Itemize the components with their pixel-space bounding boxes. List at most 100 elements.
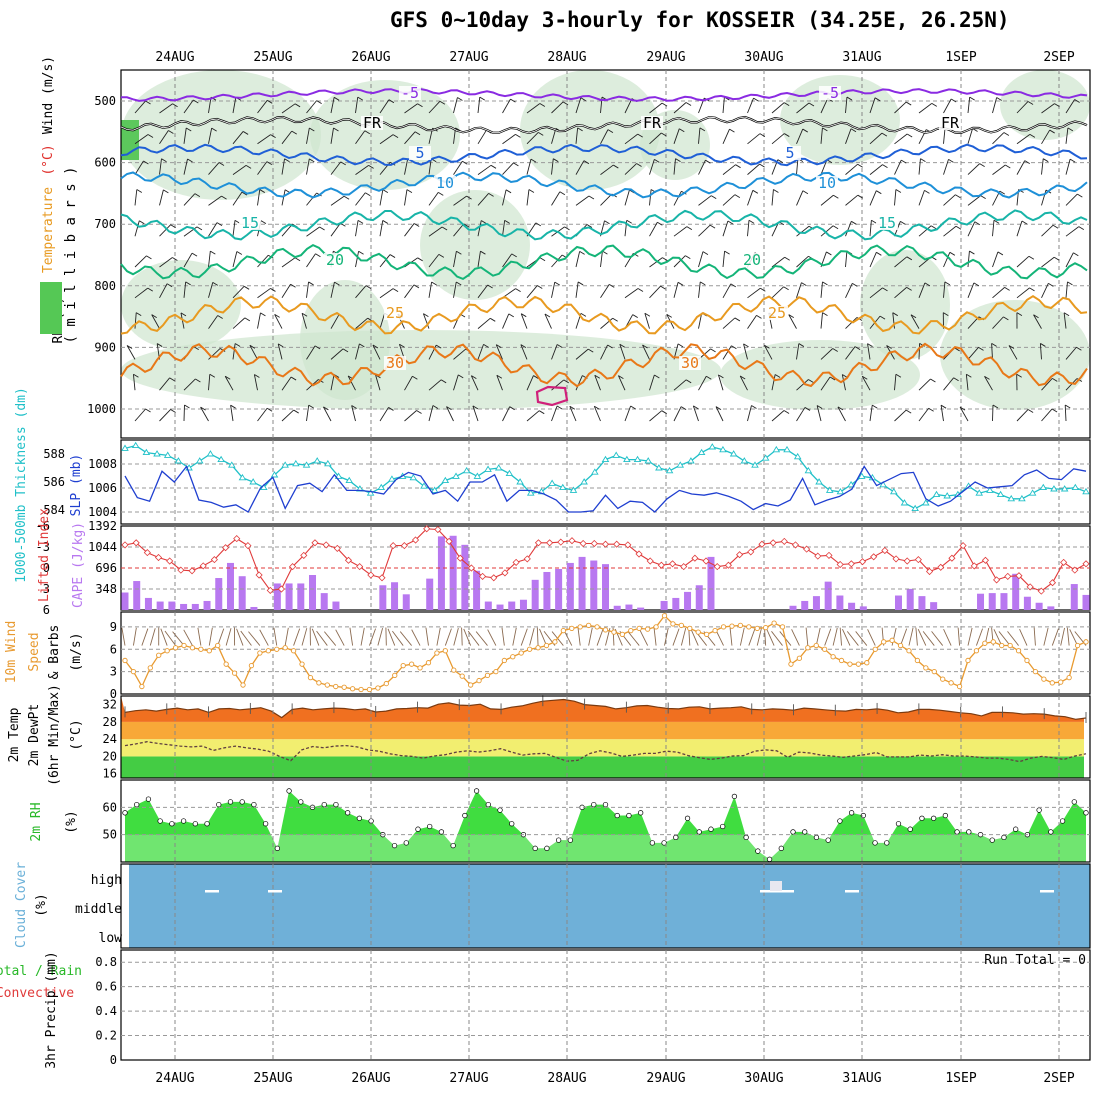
wind-barb-flag [801, 283, 806, 286]
wind10-barb [1067, 628, 1069, 646]
thickness-marker [496, 465, 502, 470]
slp-tick-label: 1006 [88, 481, 117, 495]
rh2m-marker [345, 811, 350, 816]
temp-tick-label: 20 [103, 749, 117, 763]
wind-barb [748, 288, 761, 298]
rh2m-marker [392, 843, 397, 848]
rh2m-marker [334, 802, 339, 807]
wind-barb [405, 223, 415, 236]
wind-barb-flag [784, 410, 789, 413]
rh2m-tick-label: 60 [103, 800, 117, 814]
ylabel-precip-total: Total / Rain [0, 964, 82, 979]
thickness-marker [891, 489, 897, 494]
wind-barb [895, 189, 896, 205]
wind-barb-flag [295, 258, 300, 261]
wind-barb [919, 343, 920, 359]
contour-label: 15 [241, 214, 259, 232]
wind-barb-flag [438, 192, 443, 195]
ylabel-precip-conv: Convective [0, 986, 74, 1001]
precip-tick-label: 0.4 [95, 1004, 117, 1018]
rh2m-marker [591, 802, 596, 807]
wind-barb-flag [969, 251, 974, 254]
wind-barb [1042, 257, 1055, 267]
wind10-barb [513, 628, 516, 646]
cape-bar [684, 592, 691, 610]
wind-barb-flag [749, 220, 754, 223]
wind10-barb [454, 628, 459, 645]
wind-barb [650, 258, 663, 267]
wind10-barb [589, 628, 593, 646]
rh2m-marker [216, 802, 221, 807]
lifted-index-marker [670, 561, 676, 567]
wind-barb-flag [700, 282, 705, 285]
lifted-index-marker [614, 541, 620, 547]
wind-barb-flag [735, 195, 740, 198]
rh2m-marker [1072, 800, 1077, 805]
wind10-barb [1052, 629, 1058, 646]
wind-barb [1065, 405, 1066, 421]
wind-barb-flag [192, 253, 197, 256]
cape-bar [157, 602, 164, 610]
wind10-speed-marker [595, 625, 599, 629]
wind-barb-flag [882, 165, 887, 168]
temp-band [121, 756, 1084, 778]
date-label-bottom: 1SEP [945, 1071, 976, 1086]
wind-barb-flag [876, 252, 881, 255]
wind-barb [1066, 194, 1077, 205]
lifted-index-marker [647, 558, 653, 564]
wind-barb-flag [871, 220, 876, 223]
wind-barb-flag [163, 190, 168, 193]
ylabel-wind10-unit: (m/s) [69, 632, 84, 671]
wind10-barb [1044, 628, 1048, 646]
cape-bar [672, 598, 679, 610]
lifted-index-marker [189, 568, 195, 574]
wind-barb [135, 409, 146, 421]
rh2m-marker [158, 819, 163, 824]
wind10-speed-marker [662, 614, 666, 618]
wind-barb [429, 192, 438, 205]
wind-barb [846, 251, 847, 267]
contour-label: 10 [818, 174, 836, 192]
wind10-barb [842, 629, 850, 645]
wind-barb [674, 227, 687, 237]
wind10-speed-marker [1033, 669, 1037, 673]
rh2m-marker [322, 802, 327, 807]
wind-barb-flag [515, 134, 520, 137]
wind-barb-flag [785, 257, 790, 260]
wind10-speed-marker [1059, 680, 1063, 684]
wind-barb-flag [932, 103, 937, 106]
wind10-barb [640, 629, 648, 645]
panel-frame-precip [121, 950, 1090, 1060]
wind-barb [919, 159, 920, 175]
cape-bar [497, 605, 504, 610]
wind-barb-flag [906, 102, 911, 105]
wind-barb-flag [736, 165, 741, 168]
rh2m-marker [486, 802, 491, 807]
ylabel-wind10: 10m Wind [4, 621, 19, 684]
wind-barb-flag [931, 226, 936, 229]
wind-barb [1017, 221, 1022, 236]
cape-bar [930, 602, 937, 610]
wind-barb [478, 165, 491, 174]
wind10-barb [944, 629, 952, 645]
wind10-speed-marker [241, 683, 245, 687]
wind-barb [772, 189, 773, 205]
rh2m-marker [720, 824, 725, 829]
rh2m-marker [603, 802, 608, 807]
wind10-barb [976, 629, 982, 646]
temp-band [121, 722, 1084, 739]
wind-barb-flag [711, 196, 716, 199]
lifted-index-marker [770, 540, 776, 546]
ylabel-rh2m: 2m RH [29, 802, 44, 841]
wind10-speed-marker [612, 630, 616, 634]
wind-barb-flag [1070, 159, 1075, 162]
cape-bar [813, 596, 820, 610]
wind-barb [1017, 256, 1029, 267]
wind10-barb [412, 630, 420, 646]
slp-tick-label: 1004 [88, 505, 117, 519]
rh2m-marker [1049, 830, 1054, 835]
rh2m-marker [732, 794, 737, 799]
wind10-speed-marker [224, 662, 228, 666]
wind-barb-flag [751, 406, 756, 409]
cape-bar [614, 606, 621, 610]
